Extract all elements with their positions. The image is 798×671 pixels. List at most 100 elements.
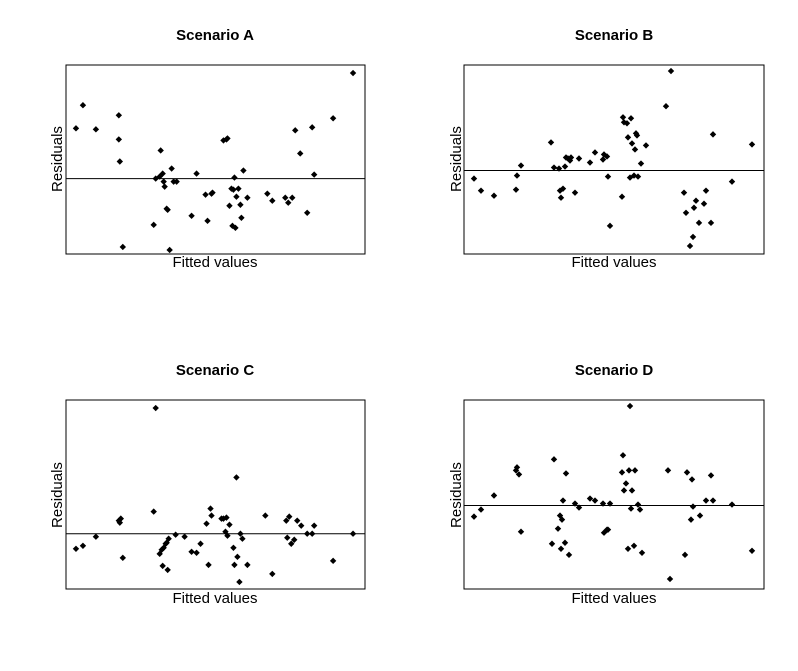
data-point-scenario-d [562,470,570,477]
data-point-scenario-a [161,183,168,190]
data-point-scenario-a [224,135,231,142]
data-point-scenario-a [232,224,239,232]
data-point-scenario-a [297,150,304,157]
data-point-scenario-a [193,170,200,177]
data-point-scenario-d [638,549,646,557]
data-point-scenario-b [633,132,641,139]
data-point-scenario-b [700,200,708,207]
data-point-scenario-a [119,243,127,251]
data-point-scenario-c [283,517,290,524]
panel-scenario-c: Scenario C Fitted values Residuals [49,362,366,607]
data-point-scenario-c [308,530,316,537]
data-point-scenario-b [686,242,694,250]
data-point-scenario-a [238,214,245,222]
data-point-scenario-b [618,193,626,200]
data-point-scenario-b [634,173,642,180]
data-point-scenario-b [728,178,736,185]
data-point-scenario-d [627,505,635,512]
y-axis-label-scenario-d: Residuals [448,462,465,528]
data-point-scenario-d [571,500,579,507]
plot-frame-scenario-d [463,399,765,590]
data-point-scenario-b [623,120,631,127]
data-point-scenario-a [303,209,311,216]
data-point-scenario-c [159,562,166,570]
data-point-scenario-b [748,141,756,148]
data-point-scenario-c [226,521,233,528]
data-point-scenario-b [517,162,525,169]
data-point-scenario-b [512,186,520,193]
data-point-scenario-b [603,153,611,160]
data-point-scenario-d [515,471,523,478]
data-point-scenario-d [626,402,634,410]
data-point-scenario-a [231,174,238,181]
x-axis-label-scenario-d: Fitted values [571,590,656,607]
plot-frame-scenario-b [463,64,765,255]
data-point-scenario-b [557,194,565,201]
data-point-scenario-c [284,534,291,541]
data-point-scenario-a [226,202,233,209]
data-point-scenario-c [223,514,230,521]
data-point-scenario-a [282,194,289,201]
data-point-scenario-c [231,561,238,569]
data-point-scenario-a [308,124,316,131]
data-point-scenario-a [160,178,167,185]
data-point-scenario-c [236,578,243,586]
data-point-scenario-c [72,545,80,552]
data-point-scenario-a [156,173,163,180]
data-point-scenario-d [687,516,695,523]
data-point-scenario-b [513,172,521,179]
data-point-scenario-a [329,115,337,122]
y-axis-label-scenario-a: Residuals [49,126,66,192]
points-scenario-b [470,67,756,250]
data-point-scenario-d [586,495,594,502]
data-point-scenario-c [298,522,305,529]
data-point-scenario-b [692,197,700,204]
data-point-scenario-b [680,189,688,196]
plot-frame-scenario-a [65,64,366,255]
data-point-scenario-b [695,219,703,227]
data-point-scenario-b [567,154,575,161]
data-point-scenario-b [689,233,697,241]
data-point-scenario-d [606,500,614,507]
y-axis-label-scenario-b: Residuals [448,126,465,192]
data-point-scenario-d [622,480,630,487]
data-point-scenario-d [628,487,636,494]
data-point-scenario-b [662,103,670,110]
data-point-scenario-c [262,512,269,519]
data-point-scenario-d [636,506,644,513]
data-point-scenario-c [303,530,311,537]
data-point-scenario-b [571,189,579,196]
data-point-scenario-c [288,540,295,547]
data-point-scenario-d [557,545,565,552]
panel-title-scenario-c: Scenario C [176,362,255,379]
data-point-scenario-c [208,512,215,519]
data-point-scenario-c [160,544,167,551]
data-point-scenario-a [209,189,216,196]
data-point-scenario-c [286,513,293,520]
data-point-scenario-d [748,547,756,554]
data-point-scenario-a [115,112,123,119]
data-point-scenario-c [119,554,127,562]
data-point-scenario-b [682,209,690,216]
data-point-scenario-a [285,199,292,206]
data-point-scenario-b [631,146,639,153]
data-point-scenario-b [561,163,569,170]
data-point-scenario-b [624,134,632,141]
data-point-scenario-b [628,140,636,147]
data-point-scenario-b [709,131,717,138]
data-point-scenario-d [490,492,498,499]
data-point-scenario-c [152,404,159,412]
data-point-scenario-a [166,246,173,254]
data-point-scenario-d [599,500,607,507]
data-point-scenario-a [229,222,236,230]
data-point-scenario-a [237,201,244,208]
data-point-scenario-c [230,544,237,551]
data-point-scenario-d [561,539,569,546]
data-point-scenario-b [707,219,715,227]
data-point-scenario-a [269,197,276,204]
data-point-scenario-c [269,570,276,578]
data-point-scenario-a [310,171,318,178]
data-point-scenario-a [264,190,271,197]
data-point-scenario-c [237,530,244,537]
data-point-scenario-c [188,548,195,556]
